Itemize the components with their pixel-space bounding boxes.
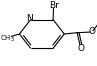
Text: O: O xyxy=(88,27,95,36)
Text: O: O xyxy=(77,44,84,53)
Text: CH$_3$: CH$_3$ xyxy=(0,33,14,44)
Text: N: N xyxy=(26,14,33,23)
Text: Br: Br xyxy=(49,1,59,10)
